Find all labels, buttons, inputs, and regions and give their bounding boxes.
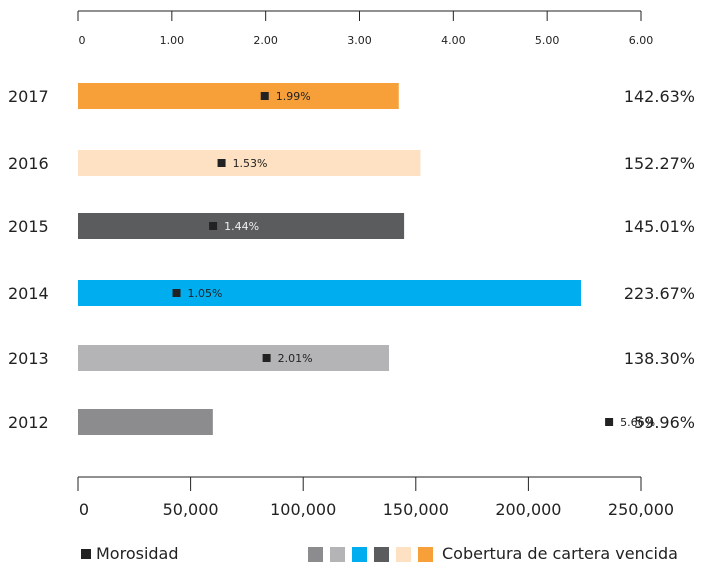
coverage-bar bbox=[78, 409, 213, 435]
top-axis-tick-label: 1.00 bbox=[160, 34, 185, 47]
morosidad-value-label: 1.99% bbox=[276, 90, 311, 103]
coverage-bar bbox=[78, 150, 421, 176]
morosidad-marker bbox=[605, 418, 614, 426]
top-axis-tick-label: 4.00 bbox=[441, 34, 466, 47]
bar-row: 2012 5.66%59.96% bbox=[8, 409, 695, 435]
morosidad-value-label: 1.53% bbox=[233, 157, 268, 170]
top-axis-tick-label: 2.00 bbox=[253, 34, 278, 47]
bottom-axis: 0 50,000 100,000 150,000 200,000 250,000 bbox=[77, 476, 674, 519]
legend: Morosidad Cobertura de cartera vencida bbox=[81, 544, 678, 563]
coverage-bar bbox=[78, 280, 581, 306]
bars-group: 2017 1.99% 142.63% 2016 1.53% 152.27% 2015 1.44… bbox=[8, 83, 695, 435]
coverage-value-label: 152.27% bbox=[624, 154, 695, 173]
coverage-value-label: 145.01% bbox=[624, 217, 695, 236]
bottom-axis-tick-label: 250,000 bbox=[608, 500, 674, 519]
morosidad-marker bbox=[262, 354, 271, 362]
legend-coverage-swatch bbox=[352, 547, 367, 562]
year-label: 2013 bbox=[8, 349, 49, 368]
morosidad-marker bbox=[260, 92, 269, 100]
bar-row: 2015 1.44% 145.01% bbox=[8, 213, 695, 239]
morosidad-value-label: 2.01% bbox=[278, 352, 313, 365]
coverage-value-label: 142.63% bbox=[624, 87, 695, 106]
top-axis: 0 1.00 2.00 3.00 4.00 5.00 6.00 bbox=[77, 10, 654, 47]
top-axis-tick-label: 0 bbox=[79, 34, 86, 47]
bottom-axis-tick-label: 100,000 bbox=[270, 500, 336, 519]
legend-coverage-swatch bbox=[330, 547, 345, 562]
legend-coverage-swatch bbox=[418, 547, 433, 562]
year-label: 2016 bbox=[8, 154, 49, 173]
morosidad-marker bbox=[217, 159, 226, 167]
legend-coverage-swatch bbox=[374, 547, 389, 562]
year-label: 2012 bbox=[8, 413, 49, 432]
coverage-value-label: 223.67% bbox=[624, 284, 695, 303]
morosidad-marker bbox=[209, 222, 218, 230]
morosidad-value-label: 5.66% bbox=[620, 416, 655, 429]
morosidad-marker bbox=[172, 289, 181, 297]
legend-coverage-swatch bbox=[308, 547, 323, 562]
top-axis-tick-label: 6.00 bbox=[629, 34, 654, 47]
bottom-axis-tick-label: 200,000 bbox=[495, 500, 561, 519]
coverage-value-label: 59.96% bbox=[634, 413, 695, 432]
bar-row: 2016 1.53% 152.27% bbox=[8, 150, 695, 176]
bar-row: 2017 1.99% 142.63% bbox=[8, 83, 695, 109]
bottom-axis-tick-label: 150,000 bbox=[383, 500, 449, 519]
bar-row: 2013 2.01% 138.30% bbox=[8, 345, 695, 371]
bottom-axis-tick-label: 50,000 bbox=[163, 500, 219, 519]
coverage-bar bbox=[78, 83, 399, 109]
morosidad-value-label: 1.05% bbox=[188, 287, 223, 300]
year-label: 2017 bbox=[8, 87, 49, 106]
top-axis-tick-label: 3.00 bbox=[347, 34, 372, 47]
year-label: 2015 bbox=[8, 217, 49, 236]
legend-coverage-label: Cobertura de cartera vencida bbox=[442, 544, 678, 563]
legend-morosidad-label: Morosidad bbox=[96, 544, 179, 563]
legend-morosidad-swatch bbox=[81, 549, 91, 559]
coverage-value-label: 138.30% bbox=[624, 349, 695, 368]
top-axis-tick-label: 5.00 bbox=[535, 34, 560, 47]
morosidad-value-label: 1.44% bbox=[224, 220, 259, 233]
coverage-bar bbox=[78, 345, 390, 371]
bottom-axis-tick-label: 0 bbox=[79, 500, 89, 519]
legend-coverage-swatch bbox=[396, 547, 411, 562]
coverage-bar bbox=[78, 213, 405, 239]
bar-row: 2014 1.05% 223.67% bbox=[8, 280, 695, 306]
year-label: 2014 bbox=[8, 284, 49, 303]
